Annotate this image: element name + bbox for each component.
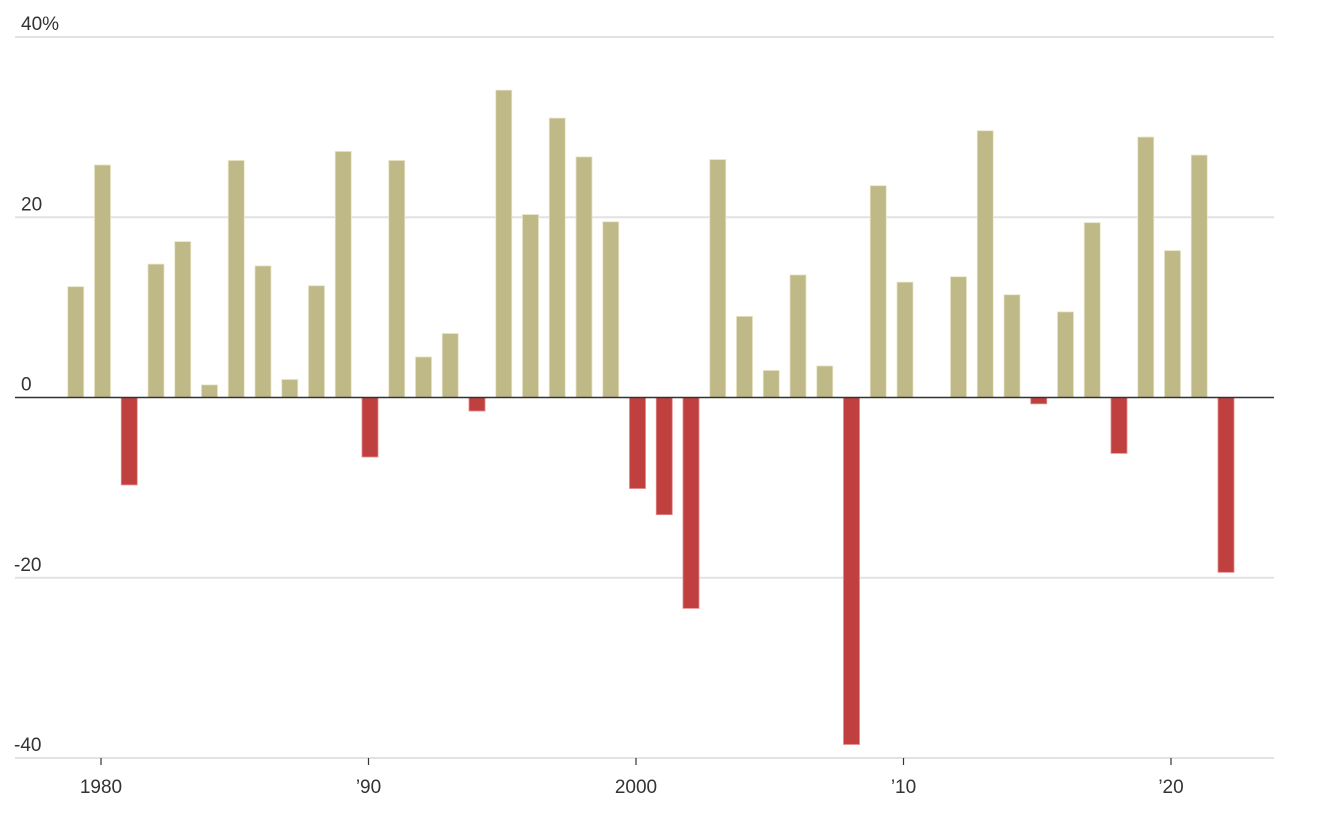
bar-2006 [789, 274, 807, 398]
bar-1987 [281, 379, 299, 398]
bar-1984 [201, 384, 218, 398]
bar-2016 [1057, 311, 1074, 398]
bar-1986 [254, 265, 272, 398]
bar-1979 [67, 286, 85, 398]
bar-2013 [976, 130, 994, 398]
bar-2001 [655, 397, 673, 516]
y-tick-label: 40% [21, 14, 59, 35]
bar-2008 [843, 397, 860, 745]
x-axis: 1980 ’90 2000 ’10 ’20 [80, 758, 1184, 798]
bar-1982 [147, 263, 165, 398]
bar-1981 [120, 397, 138, 486]
bar-1990 [361, 397, 379, 458]
bar-1998 [575, 156, 593, 398]
bar-1983 [174, 241, 192, 398]
bar-2017 [1083, 222, 1101, 398]
bar-1996 [522, 214, 539, 398]
x-tick-label: 2000 [615, 777, 657, 798]
y-tick-label: -40 [14, 735, 41, 756]
bar-1985 [227, 160, 245, 398]
bar-2015 [1030, 397, 1048, 405]
bar-2021 [1190, 154, 1208, 398]
bar-2022 [1217, 397, 1235, 573]
bar-1997 [548, 117, 566, 398]
bar-2019 [1137, 136, 1155, 398]
bar-2020 [1164, 250, 1181, 398]
x-tick-label: ’20 [1158, 777, 1183, 798]
gridlines [15, 36, 1274, 759]
bar-1999 [602, 221, 620, 398]
bar-2009 [869, 185, 887, 398]
bar-2018 [1110, 397, 1128, 454]
bar-1994 [468, 397, 486, 412]
bar-2010 [896, 281, 914, 398]
bar-2005 [762, 370, 780, 398]
bar-1988 [308, 285, 325, 398]
bar-2003 [709, 159, 727, 398]
bar-1991 [388, 160, 406, 398]
bar-2004 [736, 315, 753, 398]
bar-2000 [629, 397, 646, 489]
bar-1980 [94, 164, 111, 398]
y-tick-label: 0 [21, 375, 32, 396]
bars [67, 89, 1235, 745]
bar-1989 [334, 151, 352, 398]
bar-1995 [495, 89, 513, 398]
y-tick-label: 20 [21, 194, 42, 215]
bar-1992 [415, 356, 432, 398]
y-tick-label: -20 [14, 555, 41, 576]
y-axis-labels: 40% 20 0 -20 -40 [14, 14, 59, 756]
x-tick-label: 1980 [80, 777, 122, 798]
bar-2002 [682, 397, 700, 609]
bar-2012 [950, 276, 967, 398]
bar-2007 [816, 365, 834, 398]
x-tick-label: ’10 [891, 777, 916, 798]
bar-2014 [1003, 294, 1021, 398]
x-tick-label: ’90 [356, 777, 381, 798]
bar-1993 [441, 333, 459, 398]
